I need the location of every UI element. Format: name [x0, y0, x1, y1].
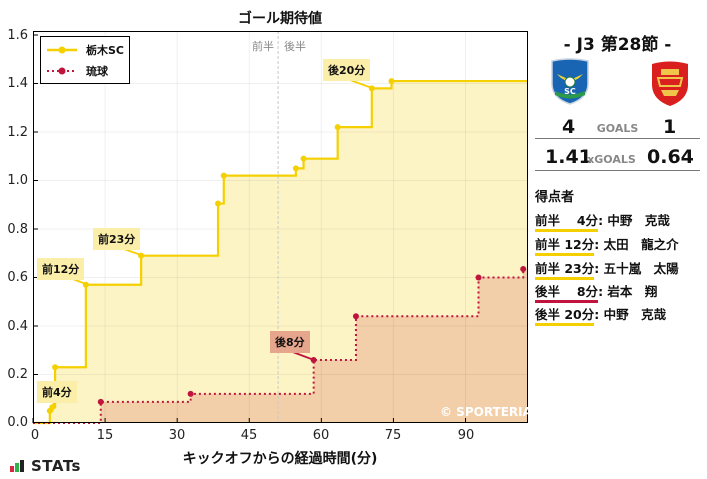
scorer-item: 前半 23分: 五十嵐 太陽: [535, 258, 679, 280]
goal-time: 後半 20分: [535, 304, 595, 326]
goal-annotation: 前23分: [93, 228, 141, 250]
scorer-item: 前半 12分: 太田 龍之介: [535, 234, 679, 256]
y-tick-label: 1.6: [7, 28, 28, 43]
x-tick-label: 0: [30, 428, 40, 443]
goal-annotation: 前4分: [37, 381, 77, 403]
watermark: © SPORTERIA: [440, 405, 532, 419]
y-tick-label: 0.6: [7, 270, 28, 285]
bar-chart-icon: [10, 460, 26, 472]
scorer-item: 前半 4分: 中野 克哉: [535, 210, 670, 232]
scorer-name: 五十嵐 太陽: [603, 261, 679, 276]
goal-annotation: 後8分: [270, 331, 310, 353]
brand-name: STATs: [31, 457, 81, 475]
x-tick-label: 75: [384, 428, 402, 443]
scorer-name: 中野 克哉: [603, 307, 667, 322]
x-tick-label: 90: [457, 428, 475, 443]
x-axis-label: キックオフからの経過時間(分): [182, 451, 378, 467]
y-tick-label: 0.2: [7, 367, 28, 382]
goal-time: 後半 8分: [535, 281, 599, 303]
scorer-item: 後半 20分: 中野 克哉: [535, 304, 666, 326]
home-goals: 4: [562, 116, 576, 138]
round-title: - J3 第28節 -: [563, 35, 672, 55]
second-half-label: 後半: [284, 40, 306, 53]
y-tick-label: 1.4: [7, 76, 28, 91]
svg-text:SC: SC: [564, 87, 576, 96]
solid-line-dot-icon: [47, 46, 77, 54]
tochigi-sc-crest-icon: SC: [551, 58, 589, 105]
goal-time: 前半 23分: [535, 258, 595, 280]
dotted-line-dot-icon: [47, 67, 77, 75]
y-tick-label: 0.8: [7, 222, 28, 237]
scorer-name: 岩本 翔: [607, 284, 658, 299]
stats-logo: STATs: [10, 457, 81, 475]
away-goals: 1: [663, 116, 677, 138]
x-tick-label: 15: [96, 428, 114, 443]
x-tick-label: 60: [312, 428, 330, 443]
xgoals-row: 1.41 xGOALS 0.64: [535, 146, 700, 171]
chart-title: ゴール期待値: [238, 11, 322, 27]
x-tick-label: 30: [168, 428, 186, 443]
goal-annotation: 前12分: [37, 258, 85, 280]
scorer-name: 中野 克哉: [607, 213, 670, 228]
legend: 栃木SC 琉球: [40, 36, 130, 84]
scorers-title: 得点者: [535, 190, 575, 205]
y-tick-label: 0.0: [7, 415, 28, 430]
away-xg: 0.64: [647, 146, 694, 168]
legend-label-away: 琉球: [86, 65, 108, 78]
xgoals-label: xGOALS: [587, 153, 636, 166]
home-xg: 1.41: [545, 146, 592, 168]
scorer-name: 太田 龍之介: [603, 237, 679, 252]
legend-item-home: 栃木SC: [41, 40, 129, 60]
y-tick-label: 1.0: [7, 173, 28, 188]
fc-ryukyu-crest-icon: [652, 61, 688, 106]
goals-label: GOALS: [596, 122, 639, 135]
goal-annotation: 後20分: [323, 59, 371, 81]
plot-area: [33, 31, 528, 423]
legend-item-away: 琉球: [41, 61, 129, 81]
first-half-label: 前半: [252, 40, 274, 53]
goal-time: 前半 12分: [535, 234, 595, 256]
y-tick-label: 0.4: [7, 319, 28, 334]
goal-time: 前半 4分: [535, 210, 599, 232]
y-tick-label: 1.2: [7, 125, 28, 140]
goals-row: 4 GOALS 1: [535, 116, 700, 139]
x-tick-label: 45: [240, 428, 258, 443]
scorer-item: 後半 8分: 岩本 翔: [535, 281, 657, 303]
legend-label-home: 栃木SC: [86, 44, 124, 57]
